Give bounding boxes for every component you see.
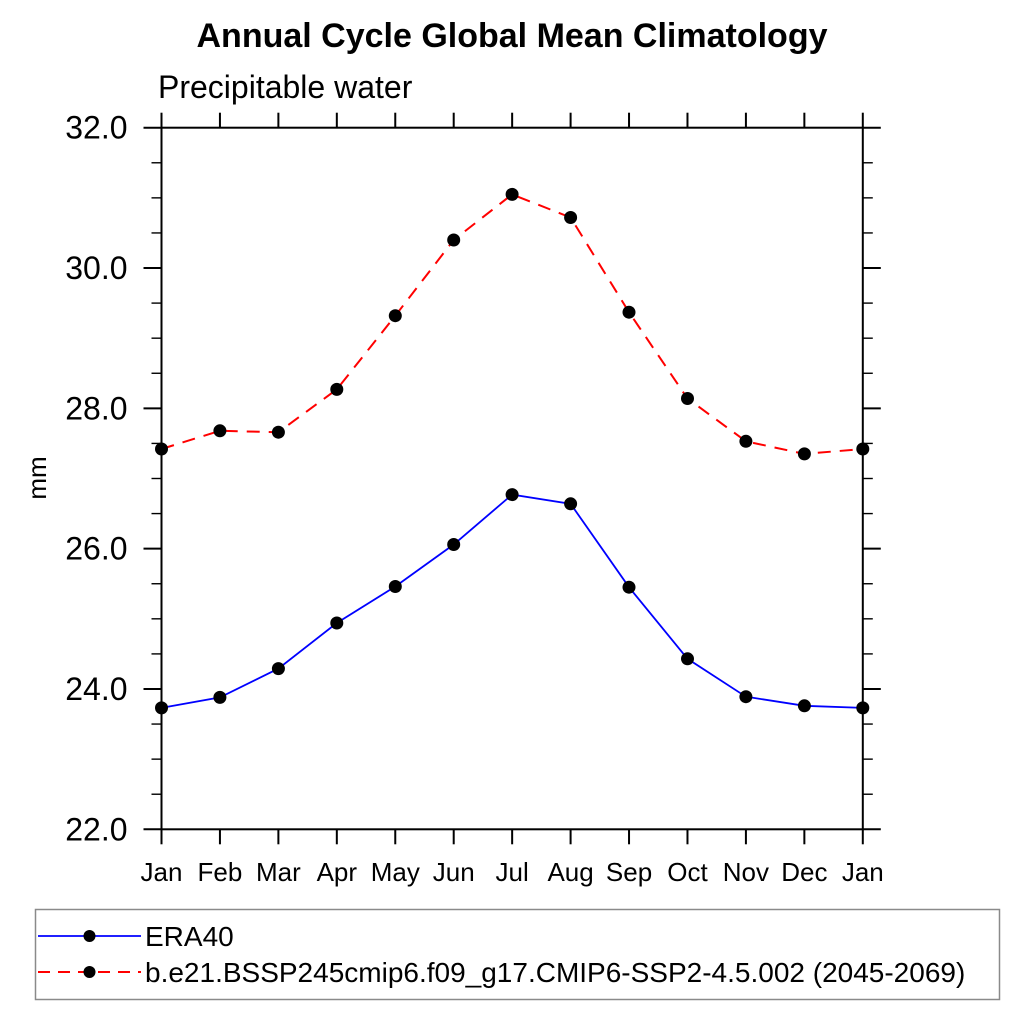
era40-data-point-marker — [505, 488, 519, 502]
y-tick-label: 32.0 — [65, 110, 127, 146]
model-data-point-marker — [330, 382, 344, 396]
y-tick-label: 30.0 — [65, 250, 127, 286]
legend-label-era40: ERA40 — [145, 921, 234, 952]
era40-data-point-marker — [330, 616, 344, 630]
legend: ERA40 b.e21.BSSP245cmip6.f09_g17.CMIP6-S… — [34, 908, 1001, 1001]
model-data-point-marker — [388, 309, 402, 323]
era40-data-point-marker — [388, 580, 402, 593]
legend-marker-model-icon — [83, 966, 96, 978]
legend-marker-era40-icon — [83, 930, 96, 942]
era40-data-point-marker — [797, 699, 811, 713]
y-axis-label: mm — [22, 456, 52, 499]
model-data-point-marker — [797, 447, 811, 461]
x-tick-label: Apr — [317, 857, 358, 887]
era40-data-point-marker — [564, 497, 578, 511]
x-tick-label: Jan — [842, 857, 884, 887]
x-tick-label: Nov — [723, 857, 769, 887]
legend-box — [34, 908, 1001, 1001]
x-tick-label: Sep — [606, 857, 652, 887]
x-tick-label: Dec — [781, 857, 827, 887]
model-data-point-marker — [505, 187, 519, 201]
x-tick-label: May — [371, 857, 420, 887]
model-data-point-marker — [213, 424, 227, 438]
era40-data-point-marker — [739, 690, 753, 704]
model-data-point-marker — [564, 211, 578, 224]
era40-data-point-marker — [856, 701, 870, 715]
model-data-point-marker — [447, 233, 461, 247]
model-line — [161, 193, 863, 455]
axes-frame: 22.0 24.0 26.0 28.0 30.0 32.0 Jan Feb Mar Apr May J… — [65, 110, 884, 887]
era40-data-point-marker — [622, 580, 636, 594]
era40-data-point-marker — [681, 652, 694, 666]
x-tick-label: Aug — [547, 857, 593, 887]
y-tick-label: 28.0 — [65, 390, 127, 426]
y-tick-label: 26.0 — [65, 531, 127, 567]
plot-series — [155, 187, 870, 715]
model-data-point-marker — [622, 305, 636, 319]
model-data-point-marker — [681, 392, 694, 405]
model-data-point-marker — [155, 442, 168, 456]
model-data-point-marker — [271, 425, 285, 439]
x-tick-label: Jul — [496, 857, 529, 887]
x-tick-label: Jun — [433, 857, 475, 887]
model-data-point-marker — [739, 434, 753, 448]
chart-subtitle: Precipitable water — [158, 69, 413, 105]
x-tick-label: Feb — [198, 857, 243, 887]
model-data-point-marker — [856, 442, 870, 456]
x-tick-label: Mar — [256, 857, 301, 887]
era40-data-point-marker — [271, 662, 285, 676]
plot-frame — [160, 126, 864, 831]
y-tick-label: 22.0 — [65, 811, 127, 847]
era40-data-point-marker — [447, 538, 461, 551]
era40-data-point-marker — [213, 690, 227, 704]
legend-label-model: b.e21.BSSP245cmip6.f09_g17.CMIP6-SSP2-4.… — [145, 957, 965, 988]
chart-title: Annual Cycle Global Mean Climatology — [197, 17, 828, 55]
y-tick-label: 24.0 — [65, 671, 127, 707]
x-tick-label: Oct — [667, 857, 708, 887]
era40-line — [161, 493, 863, 709]
x-tick-label: Jan — [141, 857, 183, 887]
era40-data-point-marker — [155, 701, 168, 715]
